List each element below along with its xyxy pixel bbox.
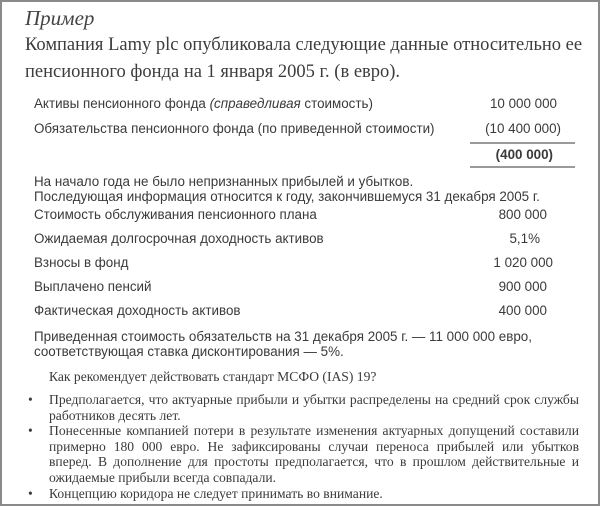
example-title: Пример <box>25 6 95 30</box>
assets-value: 10 000 000 <box>489 96 557 111</box>
item-label: Взносы в фонд <box>34 255 129 270</box>
bullet-icon: • <box>28 392 33 407</box>
item-label: Стоимость обслуживания пенсионного плана <box>34 207 317 222</box>
assets-label-suffix: стоимость) <box>300 96 373 111</box>
liabilities-value: (10 400 000) <box>485 121 561 136</box>
bullet-list: • Предполагается, что актуарные прибыли … <box>28 392 579 501</box>
note-line-1: На начало года не было непризнанных приб… <box>34 174 414 189</box>
bullet-item: • Понесенные компанией потери в результа… <box>28 423 579 485</box>
item-label: Ожидаемая долгосрочная доходность активо… <box>34 231 324 246</box>
question: Как рекомендует действовать стандарт МСФ… <box>49 369 377 384</box>
item-value: 400 000 <box>498 303 547 318</box>
intro-line-2: пенсионного фонда на 1 января 2005 г. (в… <box>25 62 401 82</box>
total-rule <box>470 166 575 168</box>
item-value: 5,1% <box>509 231 540 246</box>
total-value: (400 000) <box>495 147 553 162</box>
item-label: Выплачено пенсий <box>34 279 152 294</box>
item-value: 1 020 000 <box>493 255 553 270</box>
intro-line-1: Компания Lamy plc опубликовала следующие… <box>25 35 583 55</box>
bullet-icon: • <box>28 423 33 439</box>
closing-line-1: Приведенная стоимость обязательств на 31… <box>34 329 532 344</box>
bullet-text: Предполагается, что актуарные прибыли и … <box>49 392 579 423</box>
sum-rule <box>470 142 575 144</box>
bullet-item: • Концепцию коридора не следует принимат… <box>28 486 579 502</box>
assets-label-text: Активы пенсионного фонда <box>34 96 210 111</box>
item-value: 900 000 <box>498 279 547 294</box>
bullet-item: • Предполагается, что актуарные прибыли … <box>28 392 579 423</box>
item-label: Фактическая доходность активов <box>34 303 241 318</box>
note-line-2: Последующая информация относится к году,… <box>34 189 540 204</box>
bullet-icon: • <box>28 485 33 501</box>
liabilities-label: Обязательства пенсионного фонда (по прив… <box>34 121 435 136</box>
assets-label-italic: (справедливая <box>209 96 301 111</box>
item-value: 800 000 <box>498 207 547 222</box>
assets-label: Активы пенсионного фонда (справедливая с… <box>34 96 373 111</box>
bullet-text: Понесенные компанией потери в результате… <box>49 423 579 485</box>
bullet-text: Концепцию коридора не следует принимать … <box>49 485 383 501</box>
closing-line-2: соответствующая ставка дисконтирования —… <box>34 344 344 359</box>
